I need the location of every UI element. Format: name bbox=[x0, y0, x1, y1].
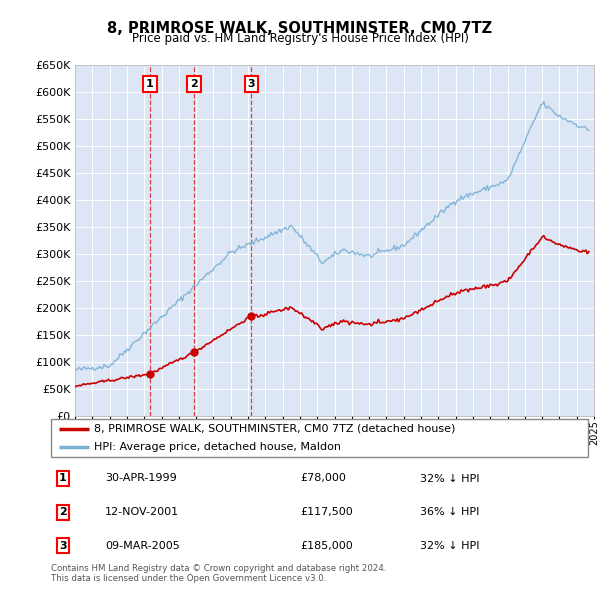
Text: 2: 2 bbox=[190, 79, 198, 89]
Text: 8, PRIMROSE WALK, SOUTHMINSTER, CM0 7TZ (detached house): 8, PRIMROSE WALK, SOUTHMINSTER, CM0 7TZ … bbox=[94, 424, 455, 434]
Text: £185,000: £185,000 bbox=[300, 541, 353, 550]
Text: Contains HM Land Registry data © Crown copyright and database right 2024.
This d: Contains HM Land Registry data © Crown c… bbox=[51, 563, 386, 583]
Text: 3: 3 bbox=[59, 541, 67, 550]
FancyBboxPatch shape bbox=[51, 419, 588, 457]
Text: 32% ↓ HPI: 32% ↓ HPI bbox=[420, 541, 479, 550]
Text: 36% ↓ HPI: 36% ↓ HPI bbox=[420, 507, 479, 517]
Text: 12-NOV-2001: 12-NOV-2001 bbox=[105, 507, 179, 517]
Text: HPI: Average price, detached house, Maldon: HPI: Average price, detached house, Mald… bbox=[94, 442, 341, 453]
Text: 1: 1 bbox=[59, 474, 67, 483]
Text: Price paid vs. HM Land Registry's House Price Index (HPI): Price paid vs. HM Land Registry's House … bbox=[131, 32, 469, 45]
Text: 32% ↓ HPI: 32% ↓ HPI bbox=[420, 474, 479, 483]
Text: 09-MAR-2005: 09-MAR-2005 bbox=[105, 541, 180, 550]
Text: 1: 1 bbox=[146, 79, 154, 89]
Text: 2: 2 bbox=[59, 507, 67, 517]
Text: £117,500: £117,500 bbox=[300, 507, 353, 517]
Text: £78,000: £78,000 bbox=[300, 474, 346, 483]
Text: 3: 3 bbox=[247, 79, 255, 89]
Text: 30-APR-1999: 30-APR-1999 bbox=[105, 474, 177, 483]
Text: 8, PRIMROSE WALK, SOUTHMINSTER, CM0 7TZ: 8, PRIMROSE WALK, SOUTHMINSTER, CM0 7TZ bbox=[107, 21, 493, 35]
